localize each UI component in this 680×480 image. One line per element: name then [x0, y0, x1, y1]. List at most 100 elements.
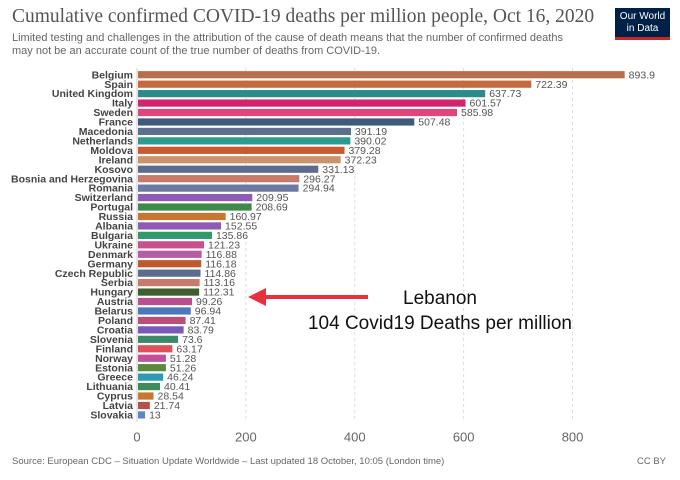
category-label: Finland: [96, 343, 133, 355]
bar-switzerland: [138, 193, 253, 202]
owid-logo[interactable]: Our World in Data: [615, 8, 670, 40]
category-label: Moldova: [90, 145, 133, 157]
category-label: Belgium: [92, 69, 133, 81]
category-label: Czech Republic: [55, 268, 133, 280]
x-tick-label: 200: [235, 430, 257, 445]
license-link[interactable]: CC BY: [636, 456, 666, 467]
bar-latvia: [138, 401, 150, 410]
category-label: Latvia: [103, 400, 134, 412]
category-label: Lithuania: [86, 381, 133, 393]
bar-france: [138, 118, 415, 126]
value-label: 391.19: [355, 126, 387, 138]
value-label: 114.86: [205, 268, 236, 280]
value-label: 379.28: [348, 145, 380, 157]
value-label: 51.26: [170, 362, 196, 374]
bar-slovakia: [138, 411, 146, 419]
bar-denmark: [138, 250, 202, 258]
value-label: 40.41: [164, 381, 190, 393]
bar-belgium: [138, 71, 625, 79]
value-label: 99.26: [196, 296, 222, 308]
category-label: Greece: [97, 372, 133, 384]
bar-austria: [138, 297, 193, 306]
logo-line-2: in Data: [626, 23, 659, 34]
bar-czech-republic: [138, 269, 201, 277]
bar-united-kingdom: [138, 90, 486, 98]
category-label: Belarus: [94, 306, 133, 318]
category-label: United Kingdom: [52, 88, 133, 100]
value-label: 294.94: [303, 183, 335, 195]
bar-russia: [138, 212, 226, 221]
category-label: Poland: [98, 315, 133, 327]
value-label: 372.23: [345, 154, 377, 166]
bar-netherlands: [138, 137, 351, 145]
bar-lithuania: [138, 382, 161, 391]
value-label: 585.98: [461, 107, 493, 119]
bar-ukraine: [138, 241, 205, 249]
value-label: 296.27: [303, 173, 335, 185]
category-label: Croatia: [97, 324, 133, 336]
value-label: 637.73: [489, 88, 521, 100]
category-label: Germany: [87, 258, 133, 270]
category-label: Ireland: [99, 154, 133, 166]
subtitle-line-1: Limited testing and challenges in the at…: [12, 32, 563, 44]
bar-estonia: [138, 364, 166, 372]
value-label: 152.55: [225, 221, 257, 233]
value-label: 121.23: [208, 239, 240, 251]
category-label: France: [99, 117, 134, 129]
category-label: Portugal: [90, 202, 133, 214]
bar-macedonia: [138, 127, 351, 136]
category-label: Macedonia: [79, 126, 133, 138]
bar-kosovo: [138, 165, 319, 173]
category-label: Slovakia: [90, 410, 133, 422]
value-label: 893.9: [629, 69, 655, 81]
bar-serbia: [138, 279, 200, 287]
category-label: Norway: [95, 353, 133, 365]
category-label: Estonia: [95, 362, 133, 374]
category-label: Netherlands: [72, 135, 133, 147]
value-label: 209.95: [256, 192, 288, 204]
bar-greece: [138, 373, 164, 381]
value-label: 116.88: [206, 249, 237, 261]
value-label: 722.39: [535, 79, 567, 91]
category-label: Bulgaria: [91, 230, 133, 242]
category-label: Spain: [104, 79, 133, 91]
chart-subtitle: Limited testing and challenges in the at…: [12, 32, 602, 58]
category-label: Switzerland: [75, 192, 133, 204]
bar-italy: [138, 99, 466, 107]
bar-croatia: [138, 326, 184, 334]
bar-moldova: [138, 146, 345, 154]
value-label: 13: [149, 410, 161, 422]
category-label: Cyprus: [97, 391, 133, 403]
category-label: Slovenia: [90, 334, 133, 346]
category-label: Denmark: [88, 249, 133, 261]
value-label: 331.13: [322, 164, 354, 176]
x-tick-label: 800: [562, 430, 584, 445]
bar-germany: [138, 260, 202, 268]
bar-spain: [138, 80, 532, 88]
value-label: 96.94: [195, 306, 221, 318]
value-label: 116.18: [205, 258, 236, 270]
category-label: Austria: [97, 296, 133, 308]
value-label: 51.28: [170, 353, 196, 365]
value-label: 87.41: [190, 315, 216, 327]
value-label: 160.97: [230, 211, 262, 223]
bar-hungary: [138, 288, 200, 296]
category-label: Bosnia and Herzegovina: [11, 173, 133, 185]
category-label: Ukraine: [94, 239, 133, 251]
bar-sweden: [138, 108, 458, 117]
bar-bulgaria: [138, 231, 212, 239]
category-label: Sweden: [93, 107, 133, 119]
chart-title: Cumulative confirmed COVID-19 deaths per…: [12, 6, 595, 27]
bar-bosnia-and-herzegovina: [138, 175, 300, 183]
bar-romania: [138, 184, 299, 192]
bar-ireland: [138, 156, 341, 164]
source-note: Source: European CDC – Situation Update …: [12, 456, 445, 467]
value-label: 46.24: [167, 372, 193, 384]
value-label: 135.86: [216, 230, 248, 242]
annotation-country: Lebanon: [403, 288, 477, 309]
category-label: Kosovo: [94, 164, 133, 176]
annotation-arrow-head: [248, 288, 266, 306]
x-tick-label: 600: [453, 430, 475, 445]
bar-belarus: [138, 307, 191, 315]
